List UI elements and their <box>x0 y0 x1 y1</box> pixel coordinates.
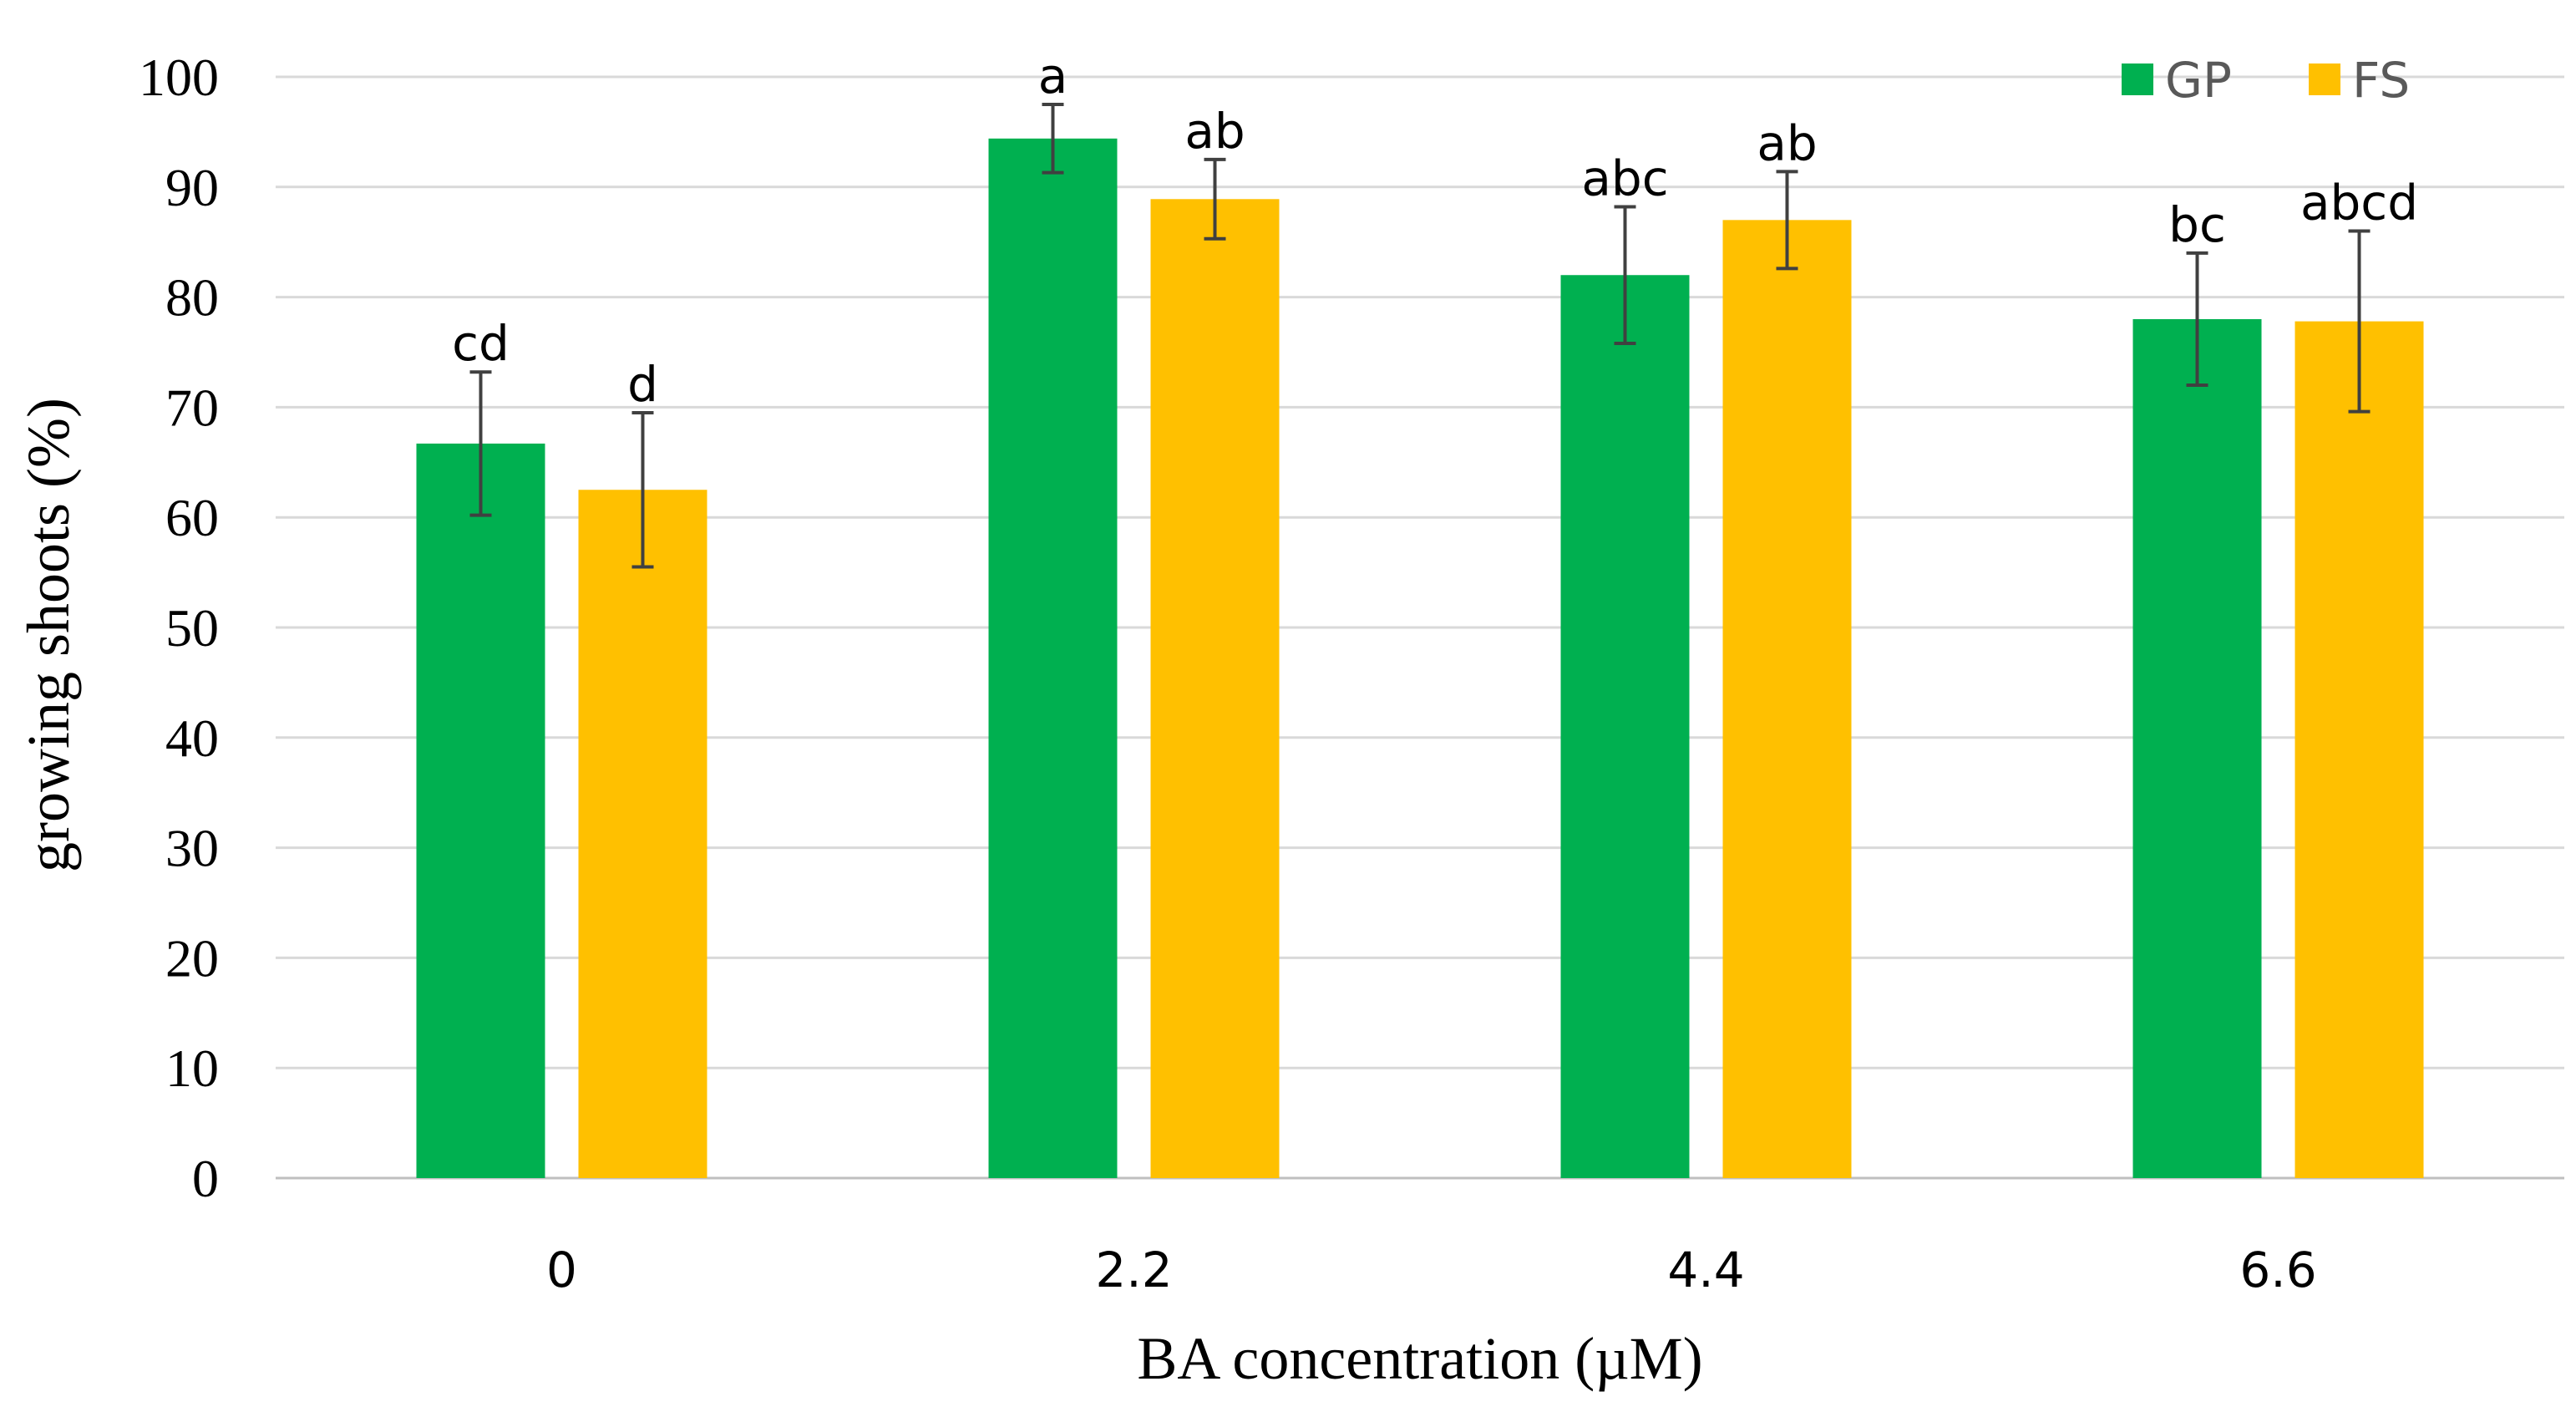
y-tick-label: 90 <box>165 158 219 217</box>
x-tick-label: 2.2 <box>1095 1242 1172 1298</box>
y-axis-ticks: 0 10 20 30 40 50 60 70 80 90 100 <box>139 48 219 1208</box>
y-tick-label: 60 <box>165 488 219 547</box>
bar-fs <box>2295 321 2424 1179</box>
significance-labels: cd d a ab abc ab bc abcd <box>452 48 2418 413</box>
bars <box>416 138 2424 1179</box>
y-axis-title: growing shoots (%) <box>15 398 82 872</box>
bar-gp <box>988 138 1118 1179</box>
bar-gp <box>2132 318 2262 1179</box>
y-tick-label: 50 <box>165 598 219 658</box>
significance-label: cd <box>452 315 510 372</box>
x-tick-label: 4.4 <box>1667 1242 1744 1298</box>
y-tick-label: 70 <box>165 378 219 437</box>
legend: GP FS <box>2122 52 2410 109</box>
bar-fs <box>578 490 707 1178</box>
error-bars <box>469 102 2371 569</box>
significance-label: ab <box>1757 114 1817 171</box>
significance-label: bc <box>2168 196 2226 253</box>
x-tick-label: 6.6 <box>2239 1242 2316 1298</box>
y-tick-label: 100 <box>139 48 219 107</box>
y-tick-label: 30 <box>165 819 219 878</box>
significance-label: abcd <box>2300 175 2418 231</box>
legend-swatch-fs <box>2309 63 2340 95</box>
significance-label: ab <box>1184 103 1245 160</box>
y-tick-label: 10 <box>165 1039 219 1098</box>
y-tick-label: 0 <box>192 1149 219 1208</box>
x-axis-ticks: 0 2.2 4.4 6.6 <box>546 1242 2317 1298</box>
y-tick-label: 40 <box>165 709 219 768</box>
bar-fs <box>1722 220 1852 1179</box>
legend-label-gp: GP <box>2165 52 2232 109</box>
bar-gp <box>1560 275 1690 1178</box>
x-tick-label: 0 <box>546 1242 577 1298</box>
significance-label: d <box>627 356 658 413</box>
x-axis-title: BA concentration (µM) <box>1137 1325 1702 1392</box>
y-tick-label: 20 <box>165 928 219 988</box>
significance-label: abc <box>1581 150 1668 207</box>
significance-label: a <box>1038 48 1068 104</box>
y-tick-label: 80 <box>165 268 219 328</box>
bar-fs <box>1150 199 1280 1179</box>
legend-swatch-gp <box>2122 63 2153 95</box>
bar-gp <box>416 443 545 1178</box>
legend-label-fs: FS <box>2352 52 2410 109</box>
